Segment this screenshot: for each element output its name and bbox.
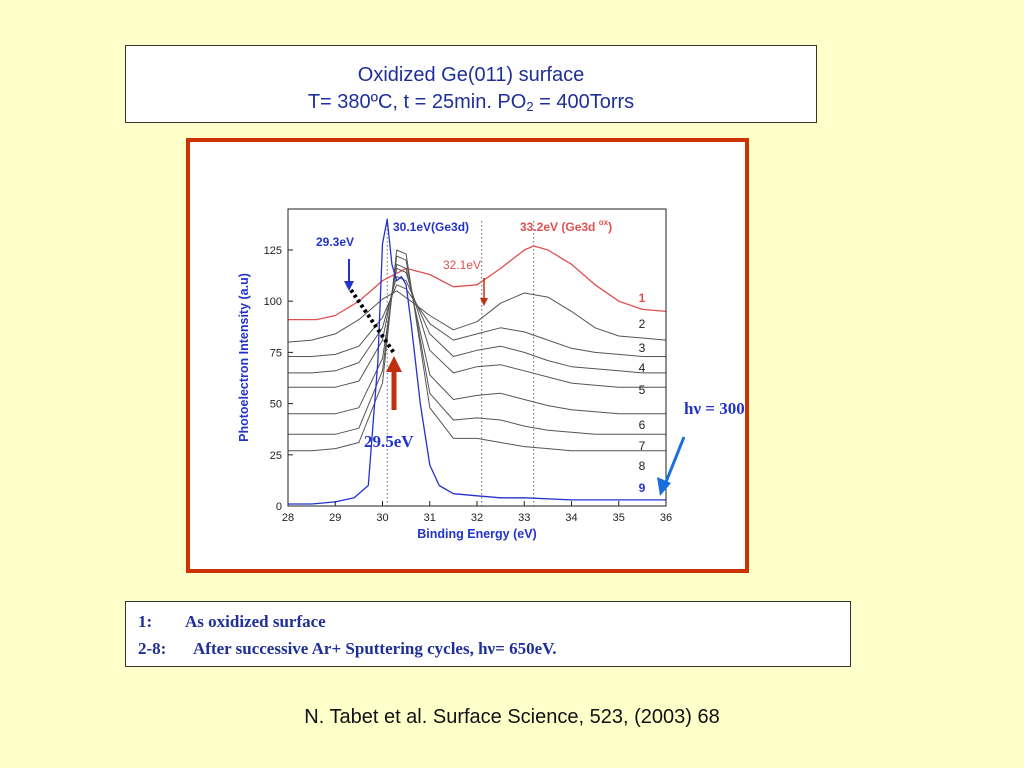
title-line-2-end: = 400Torrs	[533, 91, 635, 113]
x-axis-label: Binding Energy (eV)	[417, 527, 536, 541]
arrow-hv-head	[657, 477, 671, 496]
y-tick-label-125: 125	[264, 245, 282, 257]
annot-ge3d-ox-end: )	[608, 220, 612, 234]
annot-ge3d: 30.1eV(Ge3d)	[393, 220, 469, 234]
annot-ge3d-ox-main: 33.2eV (Ge3d	[520, 220, 599, 234]
arrow-29-3-head	[344, 281, 354, 291]
annot-hv: hν = 300eV	[684, 399, 745, 418]
series-line-8	[288, 249, 666, 452]
legend-notes: 1: As oxidized surface 2-8: After successi…	[125, 601, 851, 667]
series-line-1	[288, 245, 667, 321]
x-tick-label-30: 30	[376, 512, 388, 524]
x-tick-label-36: 36	[660, 512, 672, 524]
title-line-1: Oxidized Ge(011) surface	[357, 64, 585, 86]
arrow-hv-shaft	[664, 436, 686, 483]
curve-label-2: 2	[639, 317, 646, 331]
y-tick-label-75: 75	[270, 347, 282, 359]
note-row-2: 2-8: After successive Ar+ Sputtering cycl…	[138, 635, 850, 662]
arrow-29-5-head	[386, 356, 402, 372]
y-tick-label-50: 50	[270, 399, 282, 411]
curve-label-9: 9	[639, 481, 646, 495]
x-tick-label-31: 31	[424, 512, 436, 524]
series-line-9	[288, 218, 666, 505]
annot-ge3d-ox: 33.2eV (Ge3d ox)	[520, 218, 612, 234]
chart-frame: 28 29 30 31 32 33 34 35 36 0 25 50 75 100 125 Binding E…	[186, 138, 749, 573]
x-tick-label-34: 34	[565, 512, 577, 524]
annot-ge3d-ox-sup: ox	[599, 218, 609, 227]
curve-label-6: 6	[639, 418, 646, 432]
plot-frame	[287, 208, 667, 507]
y-tick-label-25: 25	[270, 450, 282, 462]
title-line-2: T= 380ºC, t = 25min. PO2 = 400Torrs	[126, 89, 816, 116]
x-tick-label-33: 33	[518, 512, 530, 524]
curve-label-8: 8	[639, 459, 646, 473]
annot-29-3: 29.3eV	[316, 235, 354, 249]
trend-dotted-line	[349, 288, 396, 355]
curve-label-7: 7	[639, 439, 646, 453]
title-box: Oxidized Ge(011) surface T= 380ºC, t = 2…	[125, 45, 817, 123]
title-line-2-sub: 2	[526, 99, 534, 114]
series-line-5	[288, 267, 666, 388]
y-axis-label: Photoelectron Intensity (a.u)	[237, 273, 251, 442]
curve-label-4: 4	[639, 361, 646, 375]
note-row-1: 1: As oxidized surface	[138, 608, 850, 635]
series-line-6	[288, 263, 666, 415]
annot-32-1: 32.1eV	[443, 258, 481, 272]
annot-29-5: 29.5eV	[364, 432, 414, 451]
x-tick-label-29: 29	[329, 512, 341, 524]
curve-label-5: 5	[639, 383, 646, 397]
note-text-2: After successive Ar+ Sputtering cycles, …	[193, 639, 557, 658]
note-key-2: 2-8:	[138, 639, 167, 658]
arrow-32-1-head	[480, 298, 488, 306]
x-tick-label-35: 35	[613, 512, 625, 524]
note-text-1: As oxidized surface	[185, 612, 326, 631]
series-line-2	[287, 290, 667, 343]
y-tick-label-100: 100	[264, 296, 282, 308]
series-line-7	[288, 255, 666, 435]
curve-label-1: 1	[639, 291, 646, 305]
note-key-1: 1:	[138, 612, 153, 631]
title-line-2-main: T= 380ºC, t = 25min. PO	[307, 91, 527, 113]
curve-label-3: 3	[639, 341, 646, 355]
citation: N. Tabet et al. Surface Science, 523, (2…	[304, 706, 720, 728]
x-tick-label-28: 28	[282, 512, 294, 524]
series-line-4	[288, 276, 666, 374]
series-line-3	[288, 284, 666, 357]
y-tick-label-0: 0	[276, 501, 282, 513]
x-tick-label-32: 32	[471, 512, 483, 524]
